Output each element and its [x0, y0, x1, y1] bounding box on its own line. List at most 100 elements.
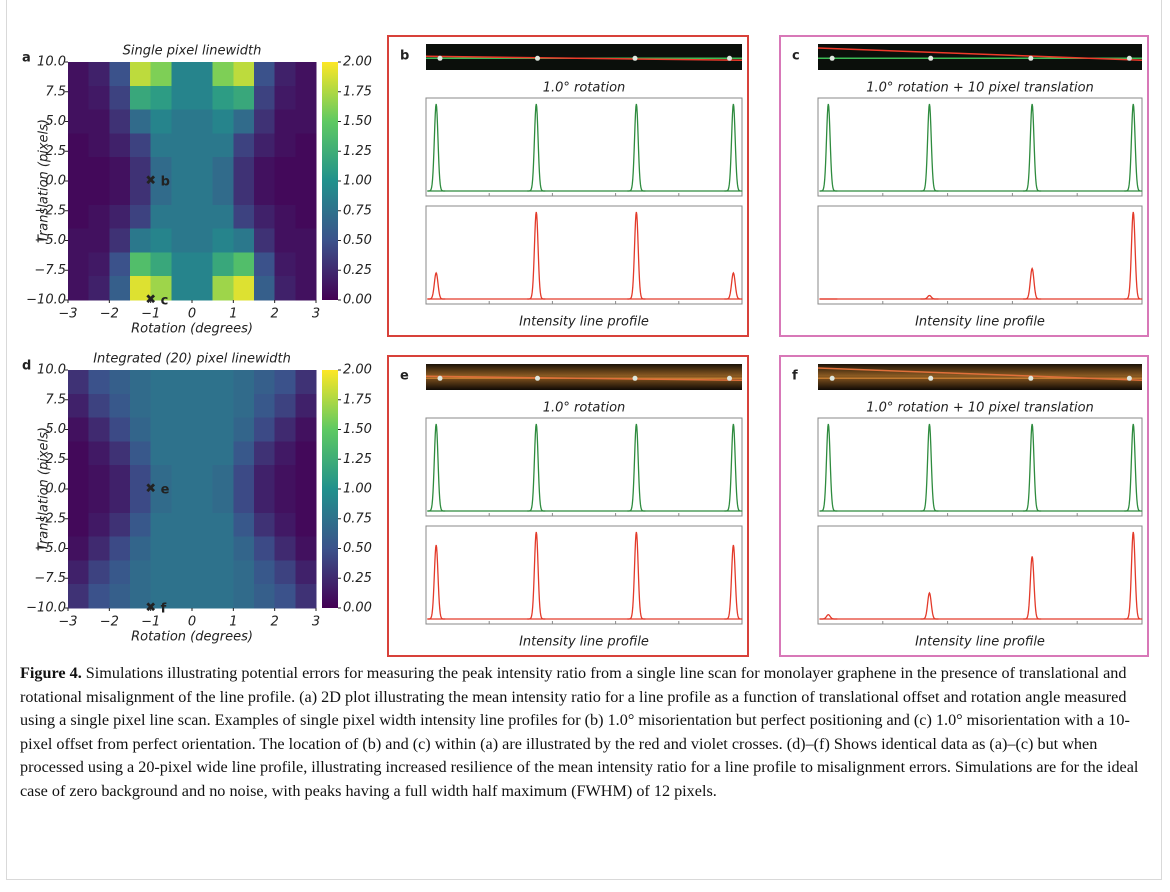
- colorbar-tick-label: 0.25: [343, 263, 372, 278]
- heatmap-cell: [109, 560, 130, 584]
- profile-peak: [1124, 424, 1142, 511]
- heatmap-cell: [130, 229, 151, 253]
- profile-peak: [819, 615, 837, 619]
- marker-label: e: [161, 483, 170, 498]
- y-axis-label: Translation (pixels): [37, 119, 52, 243]
- heatmap-cell: [171, 276, 192, 300]
- strip-dot: [1028, 376, 1033, 381]
- profile-peak: [627, 532, 645, 619]
- cross-marker: ✖: [145, 601, 156, 616]
- heatmap-cell: [254, 441, 275, 465]
- heatmap-cell: [89, 181, 110, 205]
- heatmap-cell: [192, 560, 213, 584]
- heatmap-cell: [171, 252, 192, 276]
- heatmap-cell: [254, 489, 275, 513]
- heatmap-cell: [233, 584, 254, 608]
- heatmap-cell: [295, 560, 316, 584]
- heatmap-cell: [192, 205, 213, 229]
- heatmap-cell: [68, 560, 89, 584]
- colorbar-tick-label: 0.50: [343, 541, 372, 556]
- heatmap-cell: [171, 584, 192, 608]
- panel-label: f: [792, 369, 798, 384]
- strip-dot: [830, 56, 835, 61]
- heatmap-cell: [192, 465, 213, 489]
- heatmap-cell: [68, 513, 89, 537]
- heatmap-cell: [192, 370, 213, 394]
- profile-peak: [627, 212, 645, 299]
- heatmap-cell: [109, 584, 130, 608]
- panel-label: b: [400, 49, 409, 64]
- heatmap-cell: [151, 86, 172, 110]
- heatmap-cell: [275, 584, 296, 608]
- heatmap-cell: [213, 394, 234, 418]
- x-tick-label: 3: [312, 615, 320, 630]
- x-tick-label: 3: [312, 307, 320, 322]
- strip-dot: [1127, 56, 1132, 61]
- heatmap-cell: [130, 252, 151, 276]
- profile-peak: [1023, 104, 1041, 191]
- strip-dot: [928, 376, 933, 381]
- plot-frame: [818, 98, 1142, 196]
- heatmap-cell: [89, 229, 110, 253]
- heatmap-cell: [171, 86, 192, 110]
- heatmap-cell: [151, 560, 172, 584]
- profile-peak: [527, 104, 545, 191]
- heatmap-cell: [213, 229, 234, 253]
- y-tick-label: 10.0: [37, 363, 66, 378]
- heatmap-cell: [233, 489, 254, 513]
- heatmap-cell: [295, 465, 316, 489]
- profile-peak: [920, 593, 938, 619]
- heatmap-cell: [109, 276, 130, 300]
- colorbar-tick-label: 0.75: [343, 203, 372, 218]
- x-axis-label: Rotation (degrees): [131, 630, 253, 645]
- figure: aSingle pixel linewidth10.07.55.02.50.0−…: [0, 0, 1170, 660]
- colorbar-tick-label: 1.00: [343, 174, 372, 189]
- heatmap-cell: [254, 394, 275, 418]
- heatmap-cell: [192, 181, 213, 205]
- strip-image: [818, 364, 1142, 390]
- heatmap-cell: [233, 370, 254, 394]
- heatmap-cell: [275, 370, 296, 394]
- profile-peak: [920, 424, 938, 511]
- heatmap-cell: [151, 441, 172, 465]
- x-tick-label: −2: [100, 615, 119, 630]
- heatmap-cell: [192, 110, 213, 134]
- heatmap-cell: [295, 229, 316, 253]
- heatmap-cell: [192, 537, 213, 561]
- colorbar-tick-label: 1.25: [343, 144, 372, 159]
- heatmap-cell: [213, 370, 234, 394]
- panel-caption: 1.0° rotation: [543, 401, 626, 416]
- heatmap-cell: [130, 513, 151, 537]
- profile-peak: [724, 104, 742, 191]
- heatmap-cell: [192, 441, 213, 465]
- x-tick-label: −1: [141, 307, 160, 322]
- heatmap-cell: [151, 205, 172, 229]
- heatmap-cell: [151, 418, 172, 442]
- heatmap-cell: [109, 394, 130, 418]
- heatmap-cell: [109, 465, 130, 489]
- heatmap-cell: [192, 133, 213, 157]
- profile-peak: [427, 104, 445, 191]
- heatmap-cell: [254, 252, 275, 276]
- heatmap-cell: [130, 537, 151, 561]
- heatmap-cell: [295, 133, 316, 157]
- x-axis-label: Rotation (degrees): [131, 322, 253, 337]
- heatmap-cell: [192, 513, 213, 537]
- plot-frame: [426, 526, 742, 624]
- heatmap-cell: [254, 62, 275, 86]
- heatmap-cell: [275, 110, 296, 134]
- colorbar-tick-label: 2.00: [343, 55, 372, 70]
- heatmap-cell: [151, 513, 172, 537]
- heatmap-cell: [68, 157, 89, 181]
- heatmap-cell: [151, 537, 172, 561]
- heatmap-title: Integrated (20) pixel linewidth: [93, 352, 291, 367]
- heatmap-cell: [171, 181, 192, 205]
- heatmap-cell: [233, 394, 254, 418]
- heatmap-cell: [89, 276, 110, 300]
- heatmap-cell: [233, 62, 254, 86]
- profile-peak: [427, 424, 445, 511]
- heatmap-cell: [171, 394, 192, 418]
- heatmap-cell: [89, 62, 110, 86]
- figure-caption: Figure 4. Simulations illustrating poten…: [20, 662, 1148, 804]
- plot-frame: [818, 526, 1142, 624]
